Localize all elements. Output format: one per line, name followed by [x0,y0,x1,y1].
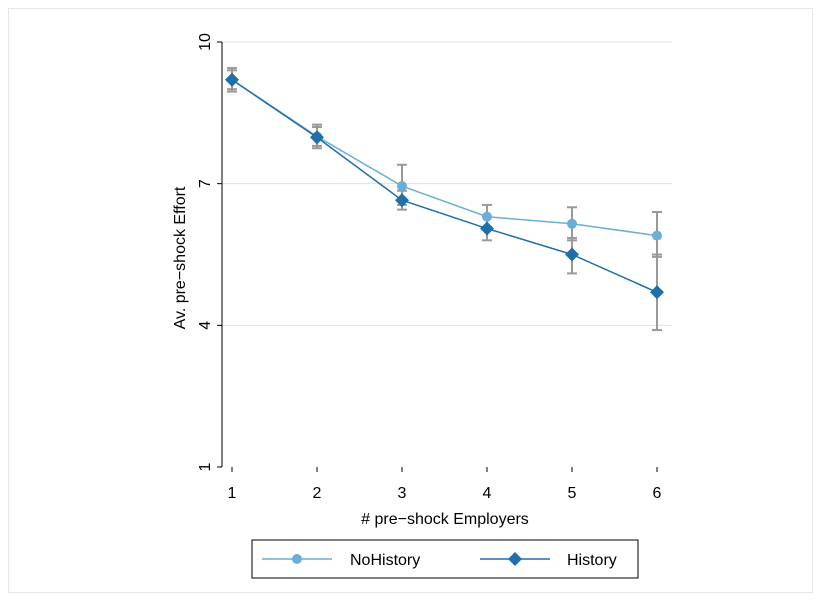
y-ticks: 1 4 7 10 [197,33,222,471]
series-layer [225,72,664,300]
grid-layer [222,41,672,326]
data-point-nohistory [652,230,662,241]
y-axis-label: Av. pre−shock Effort [172,186,189,329]
legend-label-history: History [567,552,617,569]
data-point-history [225,72,239,87]
x-tick-label: 6 [653,485,662,502]
legend-marker-nohistory [292,554,302,564]
confidence-intervals [227,66,662,332]
legend-marker-history [508,552,522,566]
series-line-history [231,79,658,293]
y-tick-label: 4 [197,321,214,330]
data-point-nohistory [482,211,492,222]
data-point-history [310,130,324,145]
y-tick-label: 1 [197,462,214,471]
x-axis-label: # pre−shock Employers [361,511,529,528]
x-ticks: 1 2 3 4 5 6 [228,467,662,502]
x-tick-label: 1 [228,485,237,502]
data-point-history [650,285,664,300]
data-point-history [480,221,494,236]
data-point-nohistory [567,218,577,229]
data-point-history [395,193,409,208]
x-tick-label: 2 [313,485,322,502]
y-tick-label: 7 [197,179,214,188]
x-tick-label: 5 [568,485,577,502]
series-line-nohistory [231,79,658,237]
legend: NoHistory History [251,539,639,579]
data-point-history [565,247,579,262]
legend-label-nohistory: NoHistory [350,552,420,569]
x-tick-label: 4 [483,485,492,502]
figure-frame [8,8,813,593]
y-tick-label: 10 [197,33,214,51]
data-point-nohistory [397,181,407,192]
x-tick-label: 3 [398,485,407,502]
